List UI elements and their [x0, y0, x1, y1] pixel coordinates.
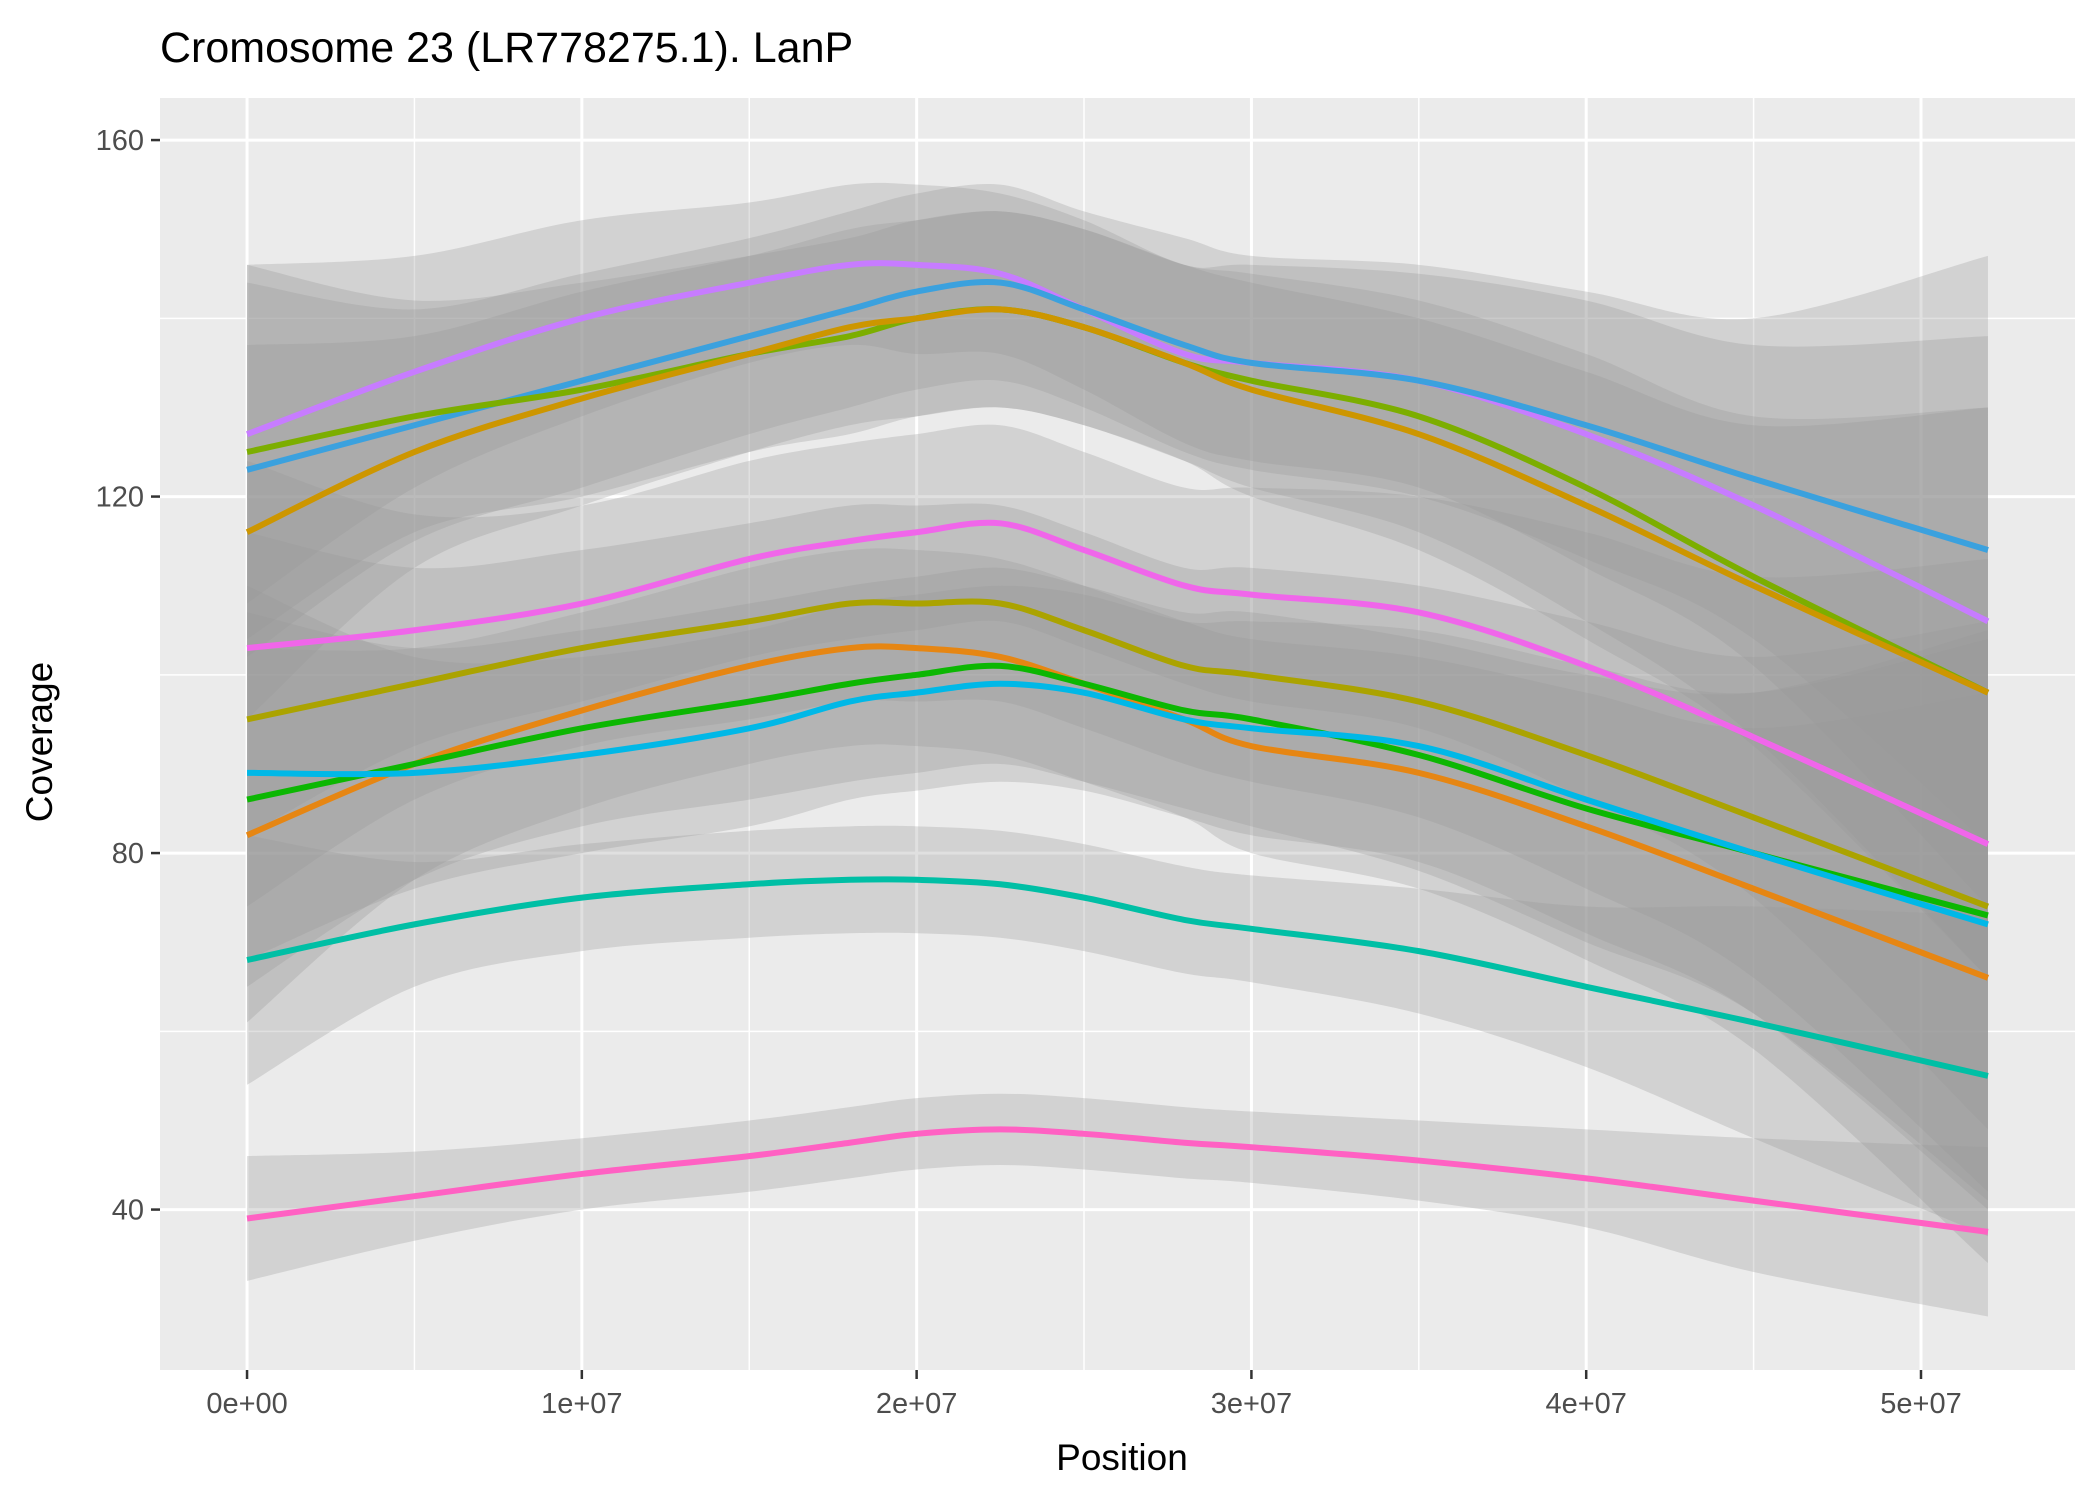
series-line-5	[246, 519, 1990, 847]
series-line-8	[246, 662, 1989, 919]
confidence-bands	[247, 182, 1988, 1317]
series-line-9	[247, 680, 1989, 928]
plot-panel	[160, 98, 2075, 1370]
x-tick-label: 4e+07	[1545, 1388, 1626, 1420]
y-tick-label: 80	[112, 838, 144, 870]
y-tick-label: 120	[96, 482, 144, 514]
confidence-band-7	[247, 548, 1988, 1264]
chart-title: Cromosome 23 (LR778275.1). LanP	[160, 24, 853, 72]
confidence-band-2	[247, 183, 1988, 845]
confidence-band-10	[247, 825, 1988, 1237]
x-tick-label: 0e+00	[206, 1388, 287, 1420]
series-line-4	[245, 306, 1990, 696]
confidence-band-3	[247, 211, 1988, 978]
series-line-6	[246, 598, 1990, 910]
y-axis: 40 80 120 160	[96, 125, 160, 1227]
y-tick-label: 160	[96, 125, 144, 157]
y-tick-label: 40	[112, 1195, 144, 1227]
confidence-band-4	[247, 211, 1988, 978]
x-axis: 0e+00 1e+07 2e+07 3e+07 4e+07 5e+07	[206, 1370, 1962, 1420]
confidence-band-11	[247, 1093, 1988, 1317]
series-line-10	[246, 876, 1989, 1079]
series-line-11	[246, 1126, 1989, 1235]
x-tick-label: 5e+07	[1880, 1388, 1961, 1420]
series-lines	[245, 260, 1990, 1235]
confidence-band-6	[247, 503, 1988, 1192]
confidence-band-5	[247, 424, 1988, 1130]
x-tick-label: 2e+07	[876, 1388, 957, 1420]
confidence-band-8	[247, 567, 1988, 1201]
confidence-band-1	[247, 182, 1988, 907]
y-axis-title: Coverage	[19, 662, 60, 822]
x-axis-title: Position	[1056, 1437, 1188, 1478]
x-tick-label: 3e+07	[1211, 1388, 1292, 1420]
x-tick-label: 1e+07	[541, 1388, 622, 1420]
series-line-2	[246, 279, 1989, 553]
